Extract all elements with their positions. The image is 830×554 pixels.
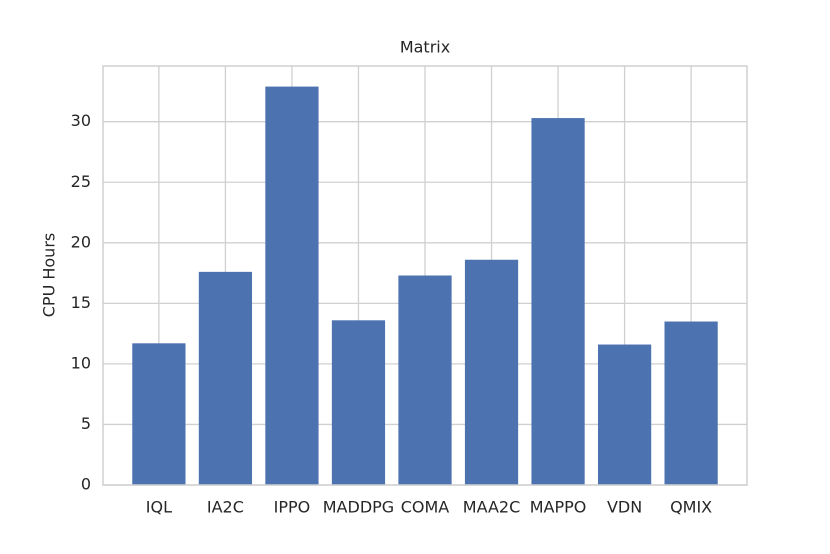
x-tick-label: VDN: [607, 498, 642, 517]
bar: [132, 343, 186, 485]
x-tick-label: MAA2C: [463, 498, 521, 517]
x-tick-label: MAPPO: [530, 498, 587, 517]
bar: [531, 118, 585, 485]
bar: [464, 259, 519, 485]
y-tick-label: 5: [81, 414, 91, 433]
chart-title: Matrix: [400, 38, 450, 57]
bar: [398, 275, 452, 485]
x-tick-label: IQL: [146, 498, 172, 517]
x-tick-label: MADDPG: [323, 498, 394, 517]
bar: [597, 344, 652, 485]
bar: [265, 86, 319, 486]
bar: [331, 320, 386, 485]
y-axis-label: CPU Hours: [40, 233, 59, 318]
y-tick-label: 25: [71, 172, 91, 191]
x-tick-label: IA2C: [207, 498, 244, 517]
bar: [664, 321, 718, 485]
bar: [198, 271, 253, 485]
x-tick-label: QMIX: [670, 498, 712, 517]
y-tick-label: 0: [81, 475, 91, 494]
x-tick-label: COMA: [401, 498, 450, 517]
y-tick-label: 15: [71, 293, 91, 312]
x-tick-label: IPPO: [274, 498, 311, 517]
y-tick-label: 10: [71, 353, 91, 372]
y-tick-label: 20: [71, 232, 91, 251]
plot-frame: [102, 65, 748, 486]
y-tick-label: 30: [71, 111, 91, 130]
